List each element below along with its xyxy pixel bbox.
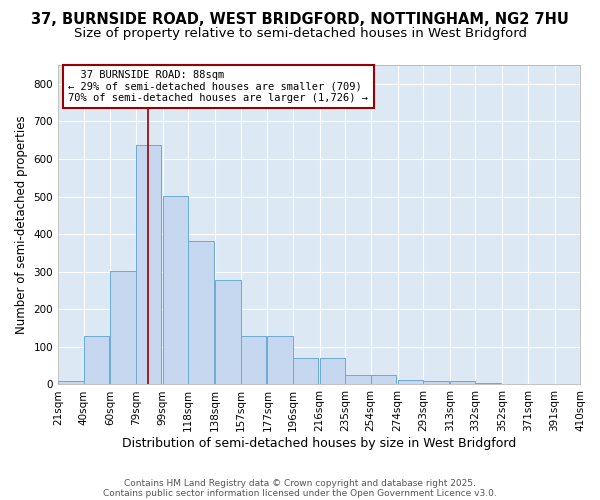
X-axis label: Distribution of semi-detached houses by size in West Bridgford: Distribution of semi-detached houses by … [122,437,516,450]
Bar [58,382,83,384]
Bar [450,382,475,384]
Bar [83,336,109,384]
Text: Contains HM Land Registry data © Crown copyright and database right 2025.: Contains HM Land Registry data © Crown c… [124,478,476,488]
Bar [268,336,293,384]
Bar [475,382,501,384]
Bar [136,145,161,384]
Text: Contains public sector information licensed under the Open Government Licence v3: Contains public sector information licen… [103,488,497,498]
Bar [163,196,188,384]
Bar [320,358,345,384]
Bar [371,375,396,384]
Bar [241,336,266,384]
Y-axis label: Number of semi-detached properties: Number of semi-detached properties [15,116,28,334]
Bar [345,375,371,384]
Bar [188,240,214,384]
Bar [423,382,449,384]
Bar [398,380,423,384]
Bar [215,280,241,384]
Bar [293,358,319,384]
Text: 37, BURNSIDE ROAD, WEST BRIDGFORD, NOTTINGHAM, NG2 7HU: 37, BURNSIDE ROAD, WEST BRIDGFORD, NOTTI… [31,12,569,28]
Text: Size of property relative to semi-detached houses in West Bridgford: Size of property relative to semi-detach… [74,28,527,40]
Text: 37 BURNSIDE ROAD: 88sqm
← 29% of semi-detached houses are smaller (709)
70% of s: 37 BURNSIDE ROAD: 88sqm ← 29% of semi-de… [68,70,368,103]
Bar [110,271,136,384]
